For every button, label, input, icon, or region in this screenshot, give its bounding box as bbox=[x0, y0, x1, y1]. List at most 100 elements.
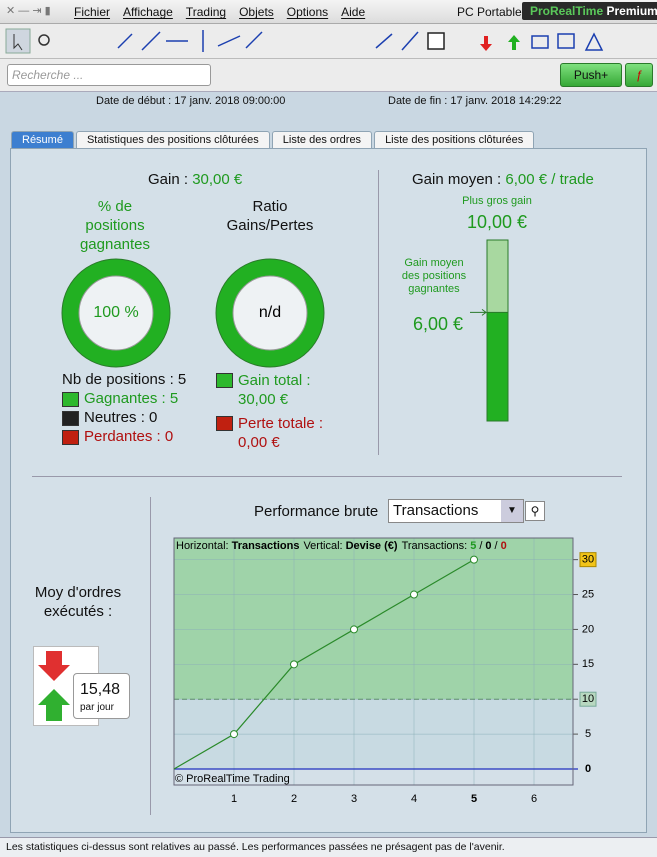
divider bbox=[32, 476, 622, 477]
toolbar-icons bbox=[5, 28, 604, 54]
orders-unit: par jour bbox=[80, 702, 114, 713]
y-tick-label: 0 bbox=[585, 763, 591, 775]
x-tick-label: 6 bbox=[531, 793, 537, 805]
y-tick-label: 15 bbox=[582, 658, 594, 670]
win-rate-value: 100 % bbox=[93, 304, 138, 321]
header-part: / bbox=[495, 540, 499, 552]
buy-icon[interactable] bbox=[508, 35, 520, 50]
search-box[interactable]: Recherche ... bbox=[7, 64, 211, 86]
plot-border bbox=[173, 537, 574, 786]
ratio-title: Ratio Gains/Pertes bbox=[226, 198, 314, 234]
winners-swatch bbox=[62, 392, 79, 407]
divider bbox=[150, 497, 151, 815]
menu-item[interactable]: Objets bbox=[239, 5, 274, 19]
brand-badge: ProRealTime Premium bbox=[522, 2, 657, 20]
avg-gain-title: Gain moyen : bbox=[412, 171, 502, 188]
menu-item[interactable]: Fichier bbox=[74, 5, 111, 19]
point bbox=[290, 660, 298, 669]
menu-item[interactable]: Affichage bbox=[123, 5, 173, 19]
gain-total: Gain total : 30,00 € bbox=[238, 372, 311, 408]
avg-winners-value: 6,00 € bbox=[413, 314, 464, 334]
max-gain-value: 10,00 € bbox=[466, 212, 528, 232]
start-date: Date de début : 17 janv. 2018 09:00:00 bbox=[96, 95, 286, 107]
drawing-tools[interactable] bbox=[38, 30, 604, 52]
cursor-icon bbox=[13, 34, 23, 51]
winners: Gagnantes : 5 bbox=[84, 390, 179, 407]
tick-highlight bbox=[579, 691, 597, 707]
tab[interactable]: Statistiques des positions clôturées bbox=[75, 131, 270, 148]
y-tick-label: 30 bbox=[582, 554, 594, 566]
y-tick-label: 25 bbox=[582, 588, 594, 600]
y-tick-label: 10 bbox=[582, 693, 594, 705]
performance-select[interactable]: Transactions ▼ bbox=[388, 499, 524, 523]
header-part: Vertical: bbox=[303, 540, 342, 552]
orders-card: 15,48 par jour bbox=[73, 673, 130, 719]
ratio-value: n/d bbox=[259, 304, 281, 321]
gauge-value bbox=[486, 311, 509, 422]
gain-total-swatch bbox=[216, 373, 233, 388]
window-controls[interactable]: ✕ — ⇥ ▮ bbox=[6, 5, 51, 17]
select-arrow[interactable]: ▼ bbox=[501, 500, 523, 522]
tab[interactable]: Liste des positions clôturées bbox=[374, 131, 535, 148]
sell-icon[interactable] bbox=[480, 36, 492, 51]
losers: Perdantes : 0 bbox=[84, 428, 174, 445]
max-gain-title: Plus gros gain bbox=[462, 195, 532, 207]
menu-item[interactable]: Trading bbox=[185, 5, 227, 19]
footer: Les statistiques ci-dessus sont relative… bbox=[0, 837, 657, 857]
point bbox=[350, 625, 358, 634]
gauge bbox=[470, 239, 509, 422]
tick-highlight bbox=[579, 552, 597, 568]
settings-button[interactable]: ⚲ bbox=[525, 501, 545, 521]
formula-button[interactable]: ƒ bbox=[625, 63, 653, 87]
avg-gain-value: 6,00 € / trade bbox=[505, 171, 594, 188]
menu-item[interactable]: Options bbox=[286, 5, 329, 19]
chart-header: Horizontal: Transactions Vertical: Devise (… bbox=[176, 540, 507, 552]
x-tick-label: 3 bbox=[351, 793, 357, 805]
neutral: Neutres : 0 bbox=[84, 409, 158, 426]
edition: Premium bbox=[606, 4, 657, 18]
x-tick-label: 5 bbox=[471, 793, 477, 805]
gain-title: Gain : bbox=[148, 171, 189, 188]
menu-bar: ✕ — ⇥ ▮ Fichier Affichage Trading Objets Opt… bbox=[0, 0, 657, 24]
menu-item[interactable]: Aide bbox=[341, 5, 366, 19]
orders-value: 15,48 bbox=[80, 681, 121, 698]
header-part: 0 bbox=[501, 540, 507, 552]
header-part: Transactions bbox=[232, 540, 300, 552]
win-rate-hole bbox=[78, 275, 154, 351]
orders-title: Moy d'ordres exécutés : bbox=[34, 584, 122, 620]
tool-cursor[interactable] bbox=[5, 28, 31, 54]
gauge-pointer bbox=[470, 309, 488, 316]
y-tick-label: 5 bbox=[585, 728, 591, 740]
header-part: 5 bbox=[470, 540, 476, 552]
divider bbox=[378, 170, 379, 455]
loss-total-swatch bbox=[216, 416, 233, 431]
ratio-hole bbox=[232, 275, 308, 351]
point bbox=[470, 555, 478, 564]
search-row: Recherche ... Push+ ƒ bbox=[0, 59, 657, 92]
losers-swatch bbox=[62, 430, 79, 445]
win-rate-title: % de positions gagnantes bbox=[79, 198, 151, 253]
donuts: 100 % n/d bbox=[61, 258, 325, 368]
header-part: Transactions: bbox=[402, 540, 468, 552]
toolbar bbox=[0, 24, 657, 59]
order-arrows bbox=[38, 651, 70, 721]
copyright: © ProRealTime Trading bbox=[175, 773, 290, 785]
header-part: 0 bbox=[485, 540, 491, 552]
select-value: Transactions bbox=[393, 502, 479, 519]
x-tick-label: 4 bbox=[411, 793, 417, 805]
push-button[interactable]: Push+ bbox=[560, 63, 622, 87]
gain-label: Gain : 30,00 € bbox=[148, 171, 242, 188]
performance-label: Performance brute bbox=[254, 503, 379, 520]
loss-total: Perte totale : 0,00 € bbox=[238, 415, 324, 451]
gain-value: 30,00 € bbox=[192, 171, 243, 188]
header-part: Horizontal: bbox=[176, 540, 229, 552]
device-label: PC Portable bbox=[457, 5, 522, 19]
x-tick-label: 2 bbox=[291, 793, 297, 805]
header-part: Devise (€) bbox=[346, 540, 398, 552]
y-tick-label: 20 bbox=[582, 623, 594, 635]
tab[interactable]: Liste des ordres bbox=[271, 131, 373, 148]
line bbox=[173, 559, 475, 770]
tab[interactable]: Résumé bbox=[11, 131, 74, 148]
